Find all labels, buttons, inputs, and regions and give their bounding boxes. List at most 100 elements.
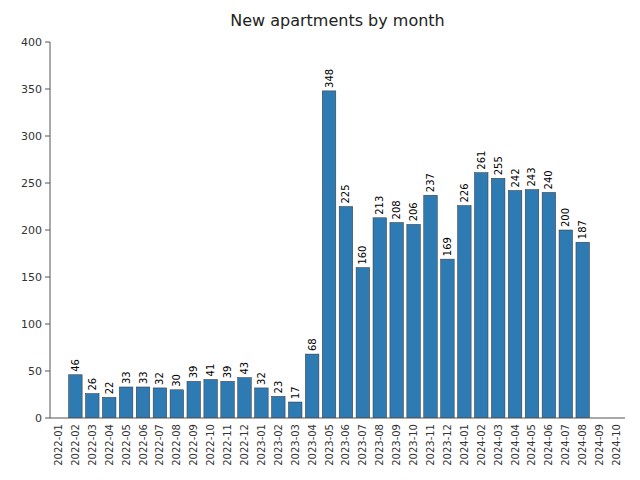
x-axis: 2022-01 2022-02 2022-03 2022-04 2022-05 2022-…	[50, 418, 625, 466]
bar	[288, 402, 302, 418]
data-label: 23	[273, 381, 284, 394]
data-labels: 4626223333323039413943322317683482251602…	[70, 69, 588, 399]
y-axis: 050100150200250300350400	[21, 36, 50, 425]
x-tick-label: 2023-09	[391, 424, 402, 466]
bar	[221, 381, 235, 418]
bar	[356, 268, 370, 418]
data-label: 32	[256, 372, 267, 385]
bar	[458, 206, 472, 418]
bar	[86, 394, 100, 418]
chart: New apartments by month05010015020025030…	[0, 0, 640, 480]
data-label: 237	[425, 173, 436, 192]
x-tick-label: 2022-01	[53, 424, 64, 466]
x-tick-label: 2024-09	[594, 424, 605, 466]
y-tick-label: 400	[21, 36, 42, 49]
y-tick	[45, 418, 50, 419]
x-tick-label: 2023-06	[340, 424, 351, 466]
x-tick-label: 2023-05	[324, 424, 335, 466]
x-tick-label: 2023-04	[307, 424, 318, 466]
y-axis-line	[50, 42, 51, 418]
y-tick	[45, 136, 50, 137]
bar	[373, 218, 387, 418]
x-tick-label: 2023-03	[290, 424, 301, 466]
data-label: 30	[171, 374, 182, 387]
data-label: 26	[87, 378, 98, 391]
x-tick-label: 2024-03	[493, 424, 504, 466]
data-label: 43	[239, 362, 250, 375]
data-label: 22	[104, 382, 115, 395]
y-tick-label: 300	[21, 130, 42, 143]
x-tick-label: 2022-03	[87, 424, 98, 466]
y-tick-label: 250	[21, 177, 42, 190]
bar	[390, 222, 404, 418]
data-label: 169	[442, 237, 453, 256]
x-tick-label: 2022-10	[205, 424, 216, 466]
y-tick-label: 100	[21, 318, 42, 331]
chart-container: New apartments by month05010015020025030…	[0, 0, 640, 480]
x-tick-label: 2023-07	[357, 424, 368, 466]
y-tick	[45, 89, 50, 90]
data-label: 206	[408, 202, 419, 221]
x-tick-label: 2024-08	[577, 424, 588, 466]
x-tick-label: 2022-05	[121, 424, 132, 466]
data-label: 255	[493, 156, 504, 175]
data-label: 160	[357, 246, 368, 265]
y-tick	[45, 230, 50, 231]
data-label: 213	[374, 196, 385, 215]
bar	[69, 375, 83, 418]
x-tick-label: 2022-07	[154, 424, 165, 466]
y-tick	[45, 183, 50, 184]
bar	[238, 378, 252, 418]
x-tick-label: 2024-10	[611, 424, 622, 466]
data-label: 33	[121, 371, 132, 384]
bar	[187, 381, 201, 418]
x-tick-label: 2022-06	[138, 424, 149, 466]
x-tick-label: 2023-11	[425, 424, 436, 466]
x-tick-label: 2022-08	[171, 424, 182, 466]
x-tick-label: 2022-04	[104, 424, 115, 466]
data-label: 240	[543, 170, 554, 189]
x-tick-label: 2022-02	[70, 424, 81, 466]
y-tick-label: 50	[28, 365, 42, 378]
x-tick-label: 2023-12	[442, 424, 453, 466]
x-tick-label: 2024-05	[526, 424, 537, 466]
x-tick-label: 2024-01	[459, 424, 470, 466]
data-label: 226	[459, 183, 470, 202]
x-tick-label: 2022-09	[188, 424, 199, 466]
bar	[559, 230, 573, 418]
data-label: 261	[476, 151, 487, 170]
data-label: 33	[138, 371, 149, 384]
bar	[424, 195, 438, 418]
data-label: 243	[526, 167, 537, 186]
bar	[153, 388, 167, 418]
bar	[542, 192, 556, 418]
bar	[441, 259, 455, 418]
x-tick-label: 2022-12	[239, 424, 250, 466]
bars	[69, 91, 590, 418]
bar	[136, 387, 150, 418]
data-label: 39	[222, 366, 233, 379]
bar	[491, 178, 505, 418]
y-tick-label: 150	[21, 271, 42, 284]
bar	[576, 242, 590, 418]
y-tick	[45, 371, 50, 372]
x-tick-label: 2022-11	[222, 424, 233, 466]
y-tick	[45, 324, 50, 325]
data-label: 200	[560, 208, 571, 227]
data-label: 17	[290, 386, 301, 399]
data-label: 348	[324, 69, 335, 88]
x-tick-label: 2023-10	[408, 424, 419, 466]
bar	[474, 173, 488, 418]
y-tick-label: 200	[21, 224, 42, 237]
x-tick-label: 2024-07	[560, 424, 571, 466]
title: New apartments by month	[230, 11, 445, 30]
y-tick	[45, 42, 50, 43]
bar	[407, 224, 421, 418]
data-label: 187	[577, 220, 588, 239]
x-tick-label: 2024-06	[543, 424, 554, 466]
bar	[508, 191, 522, 418]
data-label: 68	[307, 338, 318, 351]
data-label: 41	[205, 364, 216, 377]
data-label: 46	[70, 359, 81, 372]
y-tick-label: 350	[21, 83, 42, 96]
